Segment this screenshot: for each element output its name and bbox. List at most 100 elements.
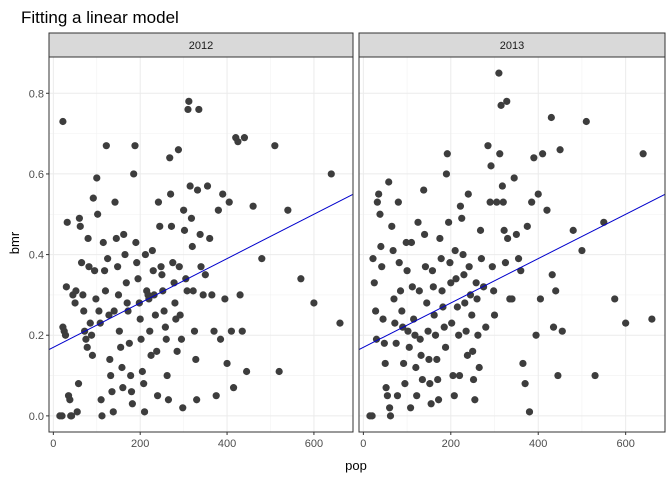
data-point: [386, 404, 394, 412]
data-points: [366, 69, 656, 420]
facet-strip: [48, 32, 354, 58]
data-point: [495, 69, 503, 77]
data-point: [86, 319, 94, 327]
data-point: [189, 287, 197, 295]
data-point: [164, 396, 173, 404]
data-point: [477, 255, 485, 263]
x-axis-title: pop: [345, 458, 367, 473]
y-tick-label: 0.4: [29, 250, 44, 262]
data-point: [82, 335, 90, 343]
data-point: [508, 295, 516, 303]
data-point: [536, 295, 545, 303]
data-point: [74, 380, 83, 388]
data-point: [138, 367, 146, 376]
data-point: [407, 238, 416, 247]
data-point: [375, 190, 383, 198]
data-point: [458, 214, 466, 222]
data-point: [163, 371, 171, 380]
data-point: [111, 198, 119, 206]
data-point: [558, 327, 566, 335]
data-point: [154, 198, 163, 206]
data-point: [450, 392, 458, 400]
data-point: [151, 311, 159, 319]
data-point: [87, 331, 96, 339]
data-point: [398, 307, 406, 315]
data-point: [185, 97, 193, 105]
data-point: [395, 259, 403, 267]
data-point: [176, 311, 184, 319]
data-point: [431, 331, 440, 339]
data-point: [442, 170, 451, 178]
data-point: [392, 339, 400, 347]
data-point: [216, 335, 225, 343]
x-tick-label: 0: [360, 438, 366, 450]
data-point: [440, 323, 448, 331]
x-tick-label: 400: [529, 438, 547, 450]
data-point: [98, 412, 106, 420]
data-point: [336, 319, 344, 327]
data-point: [327, 170, 335, 178]
data-point: [121, 250, 129, 259]
data-point: [389, 246, 397, 255]
data-point: [83, 343, 91, 351]
data-point: [88, 351, 97, 359]
data-point: [416, 335, 424, 343]
data-point: [469, 347, 477, 355]
data-point: [148, 246, 156, 255]
data-point: [424, 327, 432, 335]
data-point: [420, 230, 429, 239]
data-point: [104, 255, 112, 263]
data-point: [208, 291, 216, 299]
data-point: [391, 319, 399, 327]
data-point: [71, 299, 79, 307]
data-point: [227, 327, 235, 335]
data-point: [514, 255, 523, 263]
data-point: [554, 371, 562, 380]
data-point: [177, 335, 186, 343]
data-point: [92, 295, 100, 303]
data-point: [534, 190, 542, 198]
data-point: [84, 234, 92, 243]
data-point: [62, 283, 70, 291]
facet-strip-label: 2013: [500, 40, 524, 52]
data-point: [525, 408, 534, 416]
data-point: [105, 311, 113, 319]
data-point: [403, 267, 411, 275]
data-point: [243, 367, 251, 376]
data-point: [156, 222, 164, 230]
data-point: [91, 267, 99, 275]
data-point: [187, 214, 196, 222]
data-point: [173, 347, 181, 355]
data-point: [469, 375, 478, 384]
data-point: [210, 327, 218, 335]
x-axis-ticks: 0 200 400 600 0 200 400 600: [50, 432, 635, 450]
data-point: [459, 250, 467, 259]
data-point: [137, 335, 145, 343]
data-point: [487, 162, 495, 170]
data-point: [455, 331, 463, 339]
data-point: [463, 351, 472, 359]
data-point: [140, 408, 149, 416]
data-point: [434, 375, 442, 384]
data-point: [85, 263, 93, 271]
data-point: [437, 255, 445, 263]
data-point: [452, 275, 460, 283]
data-point: [373, 198, 381, 206]
data-point: [423, 299, 431, 307]
data-point: [119, 384, 127, 392]
x-tick-label: 600: [305, 438, 323, 450]
data-point: [425, 355, 433, 364]
data-point: [225, 198, 233, 206]
data-point: [379, 315, 387, 323]
data-point: [455, 371, 464, 380]
data-point: [549, 323, 558, 331]
data-point: [429, 283, 437, 291]
data-point: [415, 287, 423, 295]
fit-line: [49, 193, 353, 350]
x-tick-label: 200: [131, 438, 149, 450]
data-point: [399, 359, 408, 368]
y-tick-label: 0.2: [29, 330, 44, 342]
data-point: [133, 259, 141, 267]
data-point: [197, 263, 205, 271]
